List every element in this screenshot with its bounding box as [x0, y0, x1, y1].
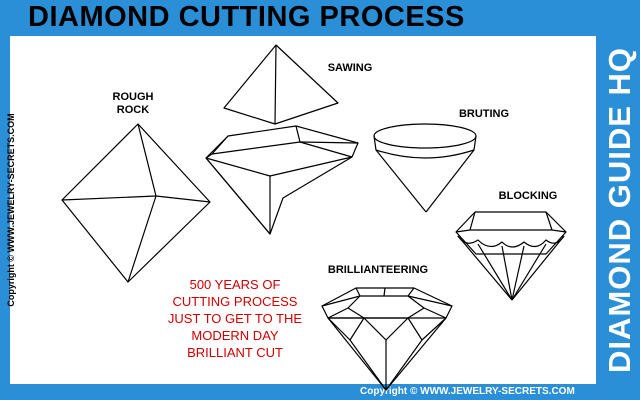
note-line: JUST TO GET TO THE [167, 311, 303, 326]
stage-label-blocking: BLOCKING [498, 190, 558, 202]
blocking-diamond [455, 211, 567, 301]
history-note: 500 YEARS OF CUTTING PROCESS JUST TO GET… [140, 276, 330, 361]
note-line: 500 YEARS OF [189, 277, 281, 292]
stage-label-brillianteering: BRILLIANTEERING [327, 264, 429, 276]
bruting-diamond [373, 123, 477, 213]
stage-label-bruting: BRUTING [458, 108, 510, 120]
stage-label-rough-line1: ROUGH [112, 91, 154, 103]
sawing-bottom-piece [205, 125, 359, 235]
stage-label-sawing: SAWING [327, 62, 373, 74]
page-title: DIAMOND CUTTING PROCESS [28, 1, 465, 33]
stage-label-rough-line2: ROCK [116, 104, 150, 116]
note-line: BRILLIANT CUT [187, 345, 283, 360]
sawing-top-pyramid [223, 44, 339, 125]
brilliant-cut-diamond [321, 287, 453, 391]
rough-rock-diamond [61, 123, 211, 283]
stage-label-rough-rock: ROUGH ROCK [100, 91, 166, 117]
diagram-panel [10, 36, 596, 384]
note-line: CUTTING PROCESS [172, 294, 298, 309]
note-line: MODERN DAY [191, 328, 279, 343]
copyright-bottom: Copyright © WWW.JEWELRY-SECRETS.COM [360, 386, 575, 397]
